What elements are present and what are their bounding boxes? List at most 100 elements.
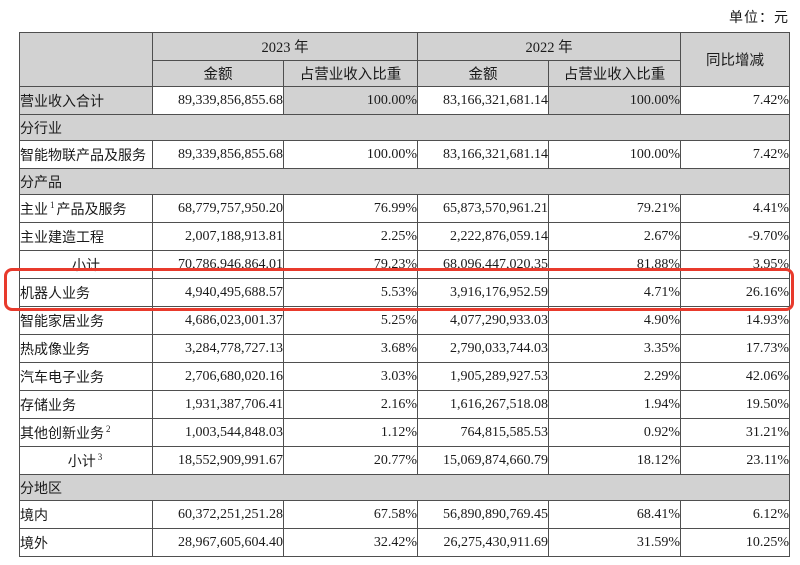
yoy-change-cell: 3.95%	[680, 250, 790, 279]
ratio-2022-cell: 2.67%	[548, 222, 681, 251]
header-year-2022: 2022 年	[417, 32, 681, 61]
yoy-change-cell: 4.41%	[680, 194, 790, 223]
ratio-2022-cell: 68.41%	[548, 500, 681, 529]
yoy-change-cell: 6.12%	[680, 500, 790, 529]
table-row: 境外 28,967,605,604.40 32.42% 26,275,430,911.…	[19, 528, 790, 557]
table-row: 主业 1 产品及服务 68,779,757,950.20 76.99% 65,873,57…	[19, 194, 790, 223]
amount-2022-cell: 83,166,321,681.14	[417, 86, 549, 115]
footnote-superscript: 2	[106, 423, 111, 434]
row-label: 热成像业务	[19, 334, 153, 363]
row-label: 汽车电子业务	[19, 362, 153, 391]
footnote-superscript: 1	[50, 199, 55, 210]
yoy-change-cell: 17.73%	[680, 334, 790, 363]
table-row: 小计 3 18,552,909,991.67 20.77% 15,069,874,660…	[19, 446, 790, 475]
row-label: 智能物联产品及服务	[19, 140, 153, 169]
yoy-change-cell: 42.06%	[680, 362, 790, 391]
amount-2023-cell: 4,940,495,688.57	[152, 278, 284, 307]
section-row: 分产品	[19, 168, 790, 195]
section-row: 分地区	[19, 474, 790, 501]
ratio-2022-cell: 79.21%	[548, 194, 681, 223]
header-amount-2023: 金额	[152, 60, 284, 87]
ratio-2023-cell: 1.12%	[283, 418, 418, 447]
table-row: 存储业务 1,931,387,706.41 2.16% 1,616,267,518.0…	[19, 390, 790, 419]
section-label: 分产品	[19, 168, 790, 195]
yoy-change-cell: 19.50%	[680, 390, 790, 419]
ratio-2023-cell: 67.58%	[283, 500, 418, 529]
table-row: 汽车电子业务 2,706,680,020.16 3.03% 1,905,289,927…	[19, 362, 790, 391]
table-row: 小计 70,786,946,864.01 79.23% 68,096,447,020.…	[19, 250, 790, 279]
ratio-2023-cell: 100.00%	[283, 86, 418, 115]
section-row: 分行业	[19, 114, 790, 141]
header-blank-cell	[19, 32, 153, 87]
amount-2022-cell: 3,916,176,952.59	[417, 278, 549, 307]
ratio-2023-cell: 5.53%	[283, 278, 418, 307]
amount-2022-cell: 83,166,321,681.14	[417, 140, 549, 169]
ratio-2023-cell: 2.25%	[283, 222, 418, 251]
row-label: 智能家居业务	[19, 306, 153, 335]
amount-2023-cell: 1,003,544,848.03	[152, 418, 284, 447]
row-label: 主业 1 产品及服务	[19, 194, 153, 223]
yoy-change-cell: 31.21%	[680, 418, 790, 447]
amount-2022-cell: 15,069,874,660.79	[417, 446, 549, 475]
amount-2023-cell: 89,339,856,855.68	[152, 86, 284, 115]
ratio-2022-cell: 0.92%	[548, 418, 681, 447]
footnote-superscript: 3	[97, 451, 103, 462]
amount-2022-cell: 2,222,876,059.14	[417, 222, 549, 251]
ratio-2022-cell: 2.29%	[548, 362, 681, 391]
amount-2023-cell: 3,284,778,727.13	[152, 334, 284, 363]
amount-2022-cell: 65,873,570,961.21	[417, 194, 549, 223]
ratio-2022-cell: 18.12%	[548, 446, 681, 475]
row-label: 小计	[19, 250, 153, 279]
row-label: 境内	[19, 500, 153, 529]
ratio-2022-cell: 100.00%	[548, 86, 681, 115]
revenue-breakdown-table: 2023 年 2022 年 同比增减 金额 占营业收入比重 金额 占营业收入比重…	[19, 32, 790, 557]
amount-2022-cell: 1,905,289,927.53	[417, 362, 549, 391]
row-label: 营业收入合计	[19, 86, 153, 115]
yoy-change-cell: -9.70%	[680, 222, 790, 251]
row-label: 主业建造工程	[19, 222, 153, 251]
amount-2023-cell: 4,686,023,001.37	[152, 306, 284, 335]
ratio-2023-cell: 76.99%	[283, 194, 418, 223]
amount-2023-cell: 2,706,680,020.16	[152, 362, 284, 391]
table-row-highlighted: 机器人业务 4,940,495,688.57 5.53% 3,916,176,952.…	[19, 278, 790, 307]
amount-2022-cell: 4,077,290,933.03	[417, 306, 549, 335]
ratio-2022-cell: 31.59%	[548, 528, 681, 557]
table-row: 智能家居业务 4,686,023,001.37 5.25% 4,077,290,933…	[19, 306, 790, 335]
amount-2023-cell: 70,786,946,864.01	[152, 250, 284, 279]
header-amount-2022: 金额	[417, 60, 549, 87]
ratio-2023-cell: 32.42%	[283, 528, 418, 557]
ratio-2023-cell: 20.77%	[283, 446, 418, 475]
amount-2022-cell: 68,096,447,020.35	[417, 250, 549, 279]
table-row: 境内 60,372,251,251.28 67.58% 56,890,890,769.…	[19, 500, 790, 529]
header-year-2023: 2023 年	[152, 32, 418, 61]
row-label: 其他创新业务 2	[19, 418, 153, 447]
yoy-change-cell: 7.42%	[680, 140, 790, 169]
header-yoy-change: 同比增减	[680, 32, 790, 87]
row-label: 存储业务	[19, 390, 153, 419]
yoy-change-cell: 23.11%	[680, 446, 790, 475]
header-ratio-2023: 占营业收入比重	[283, 60, 418, 87]
amount-2022-cell: 1,616,267,518.08	[417, 390, 549, 419]
yoy-change-cell: 26.16%	[680, 278, 790, 307]
amount-2023-cell: 28,967,605,604.40	[152, 528, 284, 557]
ratio-2022-cell: 100.00%	[548, 140, 681, 169]
amount-2023-cell: 60,372,251,251.28	[152, 500, 284, 529]
ratio-2022-cell: 4.71%	[548, 278, 681, 307]
section-label: 分地区	[19, 474, 790, 501]
amount-2023-cell: 18,552,909,991.67	[152, 446, 284, 475]
ratio-2023-cell: 3.03%	[283, 362, 418, 391]
table-body: 营业收入合计 89,339,856,855.68 100.00% 83,166,321…	[19, 86, 790, 557]
amount-2022-cell: 764,815,585.53	[417, 418, 549, 447]
row-label: 机器人业务	[19, 278, 153, 307]
ratio-2023-cell: 100.00%	[283, 140, 418, 169]
row-label: 小计 3	[19, 446, 153, 475]
ratio-2022-cell: 4.90%	[548, 306, 681, 335]
table-row: 热成像业务 3,284,778,727.13 3.68% 2,790,033,744.…	[19, 334, 790, 363]
amount-2022-cell: 2,790,033,744.03	[417, 334, 549, 363]
yoy-change-cell: 7.42%	[680, 86, 790, 115]
amount-2023-cell: 1,931,387,706.41	[152, 390, 284, 419]
ratio-2023-cell: 3.68%	[283, 334, 418, 363]
table-row: 智能物联产品及服务 89,339,856,855.68 100.00% 83,166,…	[19, 140, 790, 169]
amount-2022-cell: 26,275,430,911.69	[417, 528, 549, 557]
